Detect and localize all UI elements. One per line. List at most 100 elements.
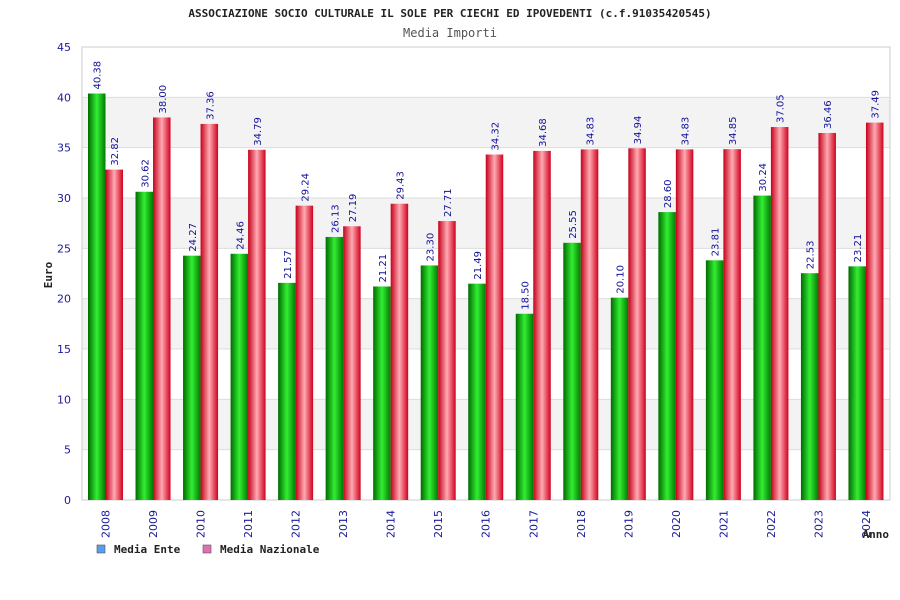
bar-value-label: 26.13 (330, 204, 341, 233)
bar-media-nazionale (675, 149, 694, 501)
bar-value-label: 22.53 (806, 241, 817, 270)
bar-value-label: 34.83 (681, 117, 692, 146)
y-tick-label: 0 (64, 494, 71, 507)
bar-media-ente (420, 265, 439, 500)
y-tick-label: 15 (57, 343, 71, 356)
bar-value-label: 34.85 (728, 117, 739, 146)
bar-value-label: 24.27 (188, 223, 199, 252)
legend: Media Ente Media Nazionale (96, 543, 320, 556)
bar-value-label: 30.62 (140, 159, 151, 188)
x-tick-label: 2015 (432, 510, 445, 538)
x-tick-label: 2016 (480, 510, 493, 538)
bar-media-ente (800, 273, 819, 500)
bar-media-ente (658, 212, 676, 501)
x-tick-label: 2013 (337, 510, 350, 538)
x-tick-label: 2023 (812, 510, 825, 538)
bars-group: 40.38 30.62 24.27 24.46 21.57 26.13 21.21 23.30… (88, 61, 884, 501)
y-tick-label: 30 (57, 192, 71, 205)
x-tick-label: 2024 (860, 510, 873, 538)
bar-media-ente (753, 195, 771, 501)
bar-value-label: 29.43 (395, 171, 406, 200)
bar-media-nazionale (865, 122, 884, 500)
bar-value-label: 34.79 (253, 117, 264, 146)
x-tick-label: 2008 (100, 510, 113, 538)
bar-media-nazionale (438, 221, 456, 500)
bar-media-nazionale (295, 205, 314, 500)
grid-band (82, 47, 890, 98)
bar-media-nazionale (628, 148, 646, 500)
y-tick-label: 20 (57, 293, 71, 306)
bar-media-ente (373, 286, 391, 500)
bar-value-label: 20.10 (616, 265, 627, 294)
bar-value-label: 27.71 (443, 188, 454, 217)
bar-media-ente (515, 313, 534, 500)
y-tick-label: 25 (57, 242, 71, 255)
bar-value-label: 21.49 (473, 251, 484, 280)
bar-value-label: 23.81 (711, 228, 722, 257)
bar-value-label: 38.00 (158, 85, 169, 114)
bar-media-ente (848, 266, 866, 500)
bar-value-label: 37.36 (205, 91, 216, 120)
chart-title: ASSOCIAZIONE SOCIO CULTURALE IL SOLE PER… (188, 7, 711, 20)
y-axis-label: Euro (42, 261, 55, 288)
legend-swatch (202, 544, 212, 554)
bar-value-label: 24.46 (235, 221, 246, 250)
bar-value-label: 23.21 (853, 234, 864, 263)
bar-media-ente (278, 282, 296, 500)
bar-media-nazionale (343, 226, 361, 500)
bar-media-ente (705, 260, 724, 500)
bar-value-label: 23.30 (425, 233, 436, 262)
bar-media-nazionale (153, 117, 171, 500)
bar-value-label: 34.83 (586, 117, 597, 146)
x-tick-label: 2009 (147, 510, 160, 538)
bar-value-label: 40.38 (93, 61, 104, 90)
bar-value-label: 30.24 (758, 163, 769, 192)
bar-media-ente (610, 297, 629, 500)
bar-media-nazionale (200, 123, 219, 500)
bar-value-label: 34.94 (633, 116, 644, 145)
bar-value-label: 32.82 (110, 137, 121, 166)
bar-value-label: 25.55 (568, 210, 579, 239)
x-tick-label: 2021 (717, 510, 730, 538)
bar-value-label: 34.68 (538, 118, 549, 147)
y-tick-label: 10 (57, 393, 71, 406)
x-tick-label: 2020 (670, 510, 683, 538)
bar-media-nazionale (723, 149, 741, 500)
x-tick-label: 2014 (385, 510, 398, 538)
bar-media-ente (88, 93, 106, 501)
bar-media-ente (468, 283, 486, 500)
bar-media-ente (230, 253, 249, 500)
x-tick-label: 2022 (765, 510, 778, 538)
bar-media-ente (183, 255, 201, 500)
bar-media-ente (325, 236, 344, 500)
bar-value-label: 29.24 (300, 173, 311, 202)
chart-subtitle: Media Importi (403, 26, 497, 40)
bar-media-nazionale (248, 149, 266, 500)
y-tick-label: 45 (57, 41, 71, 54)
bar-value-label: 36.46 (823, 100, 834, 129)
bar-value-label: 18.50 (521, 281, 532, 310)
legend-label: Media Nazionale (220, 543, 320, 556)
bar-media-nazionale (580, 149, 599, 501)
bar-media-nazionale (485, 154, 504, 500)
x-tick-label: 2019 (622, 510, 635, 538)
bar-media-ente (563, 242, 581, 500)
bar-media-nazionale (770, 127, 789, 500)
bar-media-ente (135, 191, 154, 500)
x-tick-label: 2018 (575, 510, 588, 538)
bar-media-nazionale (818, 132, 836, 500)
bar-value-label: 28.60 (663, 179, 674, 208)
x-axis-ticks: 2008 2009 2010 2011 2012 2013 2014 2015 2016 2017… (100, 510, 873, 538)
y-axis-ticks: 0 5 10 15 20 25 30 35 40 45 (57, 41, 71, 507)
y-tick-label: 40 (57, 91, 71, 104)
bar-value-label: 27.19 (348, 194, 359, 223)
bar-value-label: 37.49 (871, 90, 882, 119)
bar-media-nazionale (533, 150, 551, 500)
x-tick-label: 2010 (195, 510, 208, 538)
bar-media-nazionale (105, 169, 123, 500)
x-tick-label: 2011 (242, 510, 255, 538)
bar-value-label: 21.21 (378, 254, 389, 283)
y-tick-label: 5 (64, 444, 71, 457)
bar-value-label: 21.57 (283, 250, 294, 279)
